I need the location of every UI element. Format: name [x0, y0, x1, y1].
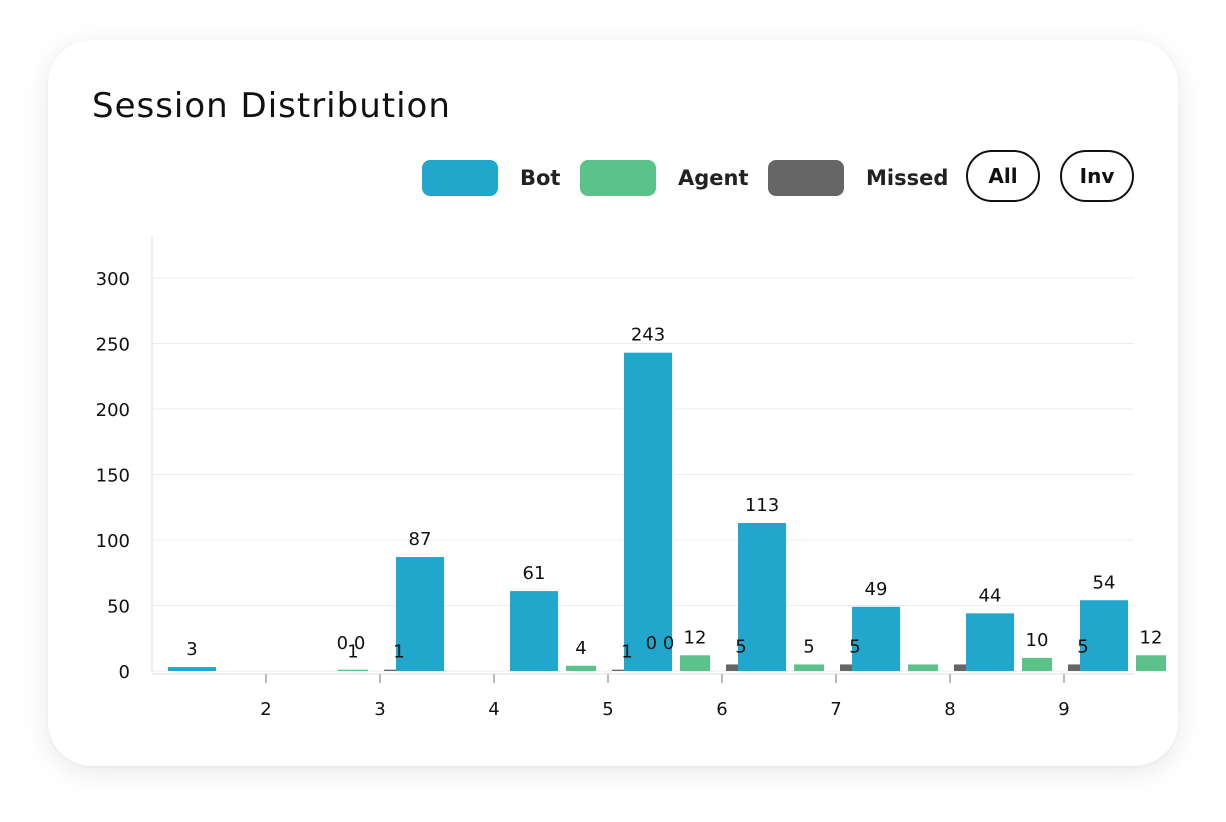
data-label: 5 [803, 636, 814, 657]
inv-button[interactable]: Inv [1060, 150, 1134, 202]
x-tick-label: 2 [260, 699, 271, 720]
bar-agent [338, 669, 368, 671]
bar-agent [794, 664, 824, 671]
bar-bot [510, 591, 558, 671]
bar-agent [680, 655, 710, 671]
x-tick-label: 3 [374, 699, 385, 720]
data-label: 87 [409, 529, 432, 550]
bar-bot [1080, 600, 1128, 671]
data-label: 49 [865, 579, 888, 600]
data-label: 5 [735, 636, 746, 657]
legend-swatch-missed [768, 160, 844, 196]
bar-chart: 0 50 100 150 200 250 300 2 3 4 5 6 7 8 9 3 0 0 87 1 1 61 0 0 2… [96, 236, 1166, 720]
bar-bot [168, 667, 216, 671]
data-label: 0 0 [646, 633, 675, 654]
x-tick-label: 5 [602, 699, 613, 720]
data-label: 1 [621, 642, 632, 663]
bar-agent [908, 664, 938, 671]
y-tick-label: 300 [96, 269, 130, 290]
data-label: 5 [1077, 636, 1088, 657]
legend-label-bot: Bot [520, 166, 561, 190]
legend-item-missed[interactable]: Missed [768, 160, 948, 196]
data-label: 44 [979, 585, 1002, 606]
y-tick-label: 200 [96, 400, 130, 421]
legend-label-missed: Missed [866, 166, 949, 190]
data-label: 5 [849, 636, 860, 657]
all-button[interactable]: All [966, 150, 1040, 202]
y-tick-label: 100 [96, 531, 130, 552]
y-tick-label: 0 [119, 662, 130, 683]
bar-agent [1136, 655, 1166, 671]
data-label: 0 0 [337, 633, 366, 654]
bar-bot [396, 557, 444, 671]
data-label: 3 [186, 639, 197, 660]
bar-bot [624, 352, 672, 671]
legend-label-agent: Agent [678, 166, 749, 190]
bar-bot [738, 522, 786, 671]
x-tick-label: 9 [1058, 699, 1069, 720]
bar-agent [566, 665, 596, 671]
chart-title: Session Distribution [92, 86, 451, 126]
data-label: 1 [347, 642, 358, 663]
session-distribution-card: Session Distribution Bot Agent Missed Al… [48, 40, 1178, 766]
data-label: 12 [1140, 627, 1163, 648]
data-label: 4 [575, 638, 586, 659]
bar-bot [852, 606, 900, 671]
data-label: 243 [631, 325, 665, 346]
bar-agent [1022, 657, 1052, 671]
y-tick-label: 50 [107, 597, 130, 618]
legend-swatch-agent [580, 160, 656, 196]
legend-swatch-bot [422, 160, 498, 196]
bar-bot [966, 613, 1014, 671]
x-tick-label: 6 [716, 699, 727, 720]
y-tick-label: 150 [96, 466, 130, 487]
x-tick-label: 8 [944, 699, 955, 720]
legend-item-agent[interactable]: Agent [580, 160, 749, 196]
data-label: 12 [684, 627, 707, 648]
data-label: 113 [745, 495, 779, 516]
legend-item-bot[interactable]: Bot [422, 160, 560, 196]
x-tick-label: 4 [488, 699, 499, 720]
data-label: 10 [1026, 630, 1049, 651]
data-label: 61 [523, 563, 546, 584]
data-label: 54 [1093, 572, 1116, 593]
y-tick-label: 250 [96, 335, 130, 356]
x-tick-label: 7 [830, 699, 841, 720]
data-label: 1 [393, 642, 404, 663]
